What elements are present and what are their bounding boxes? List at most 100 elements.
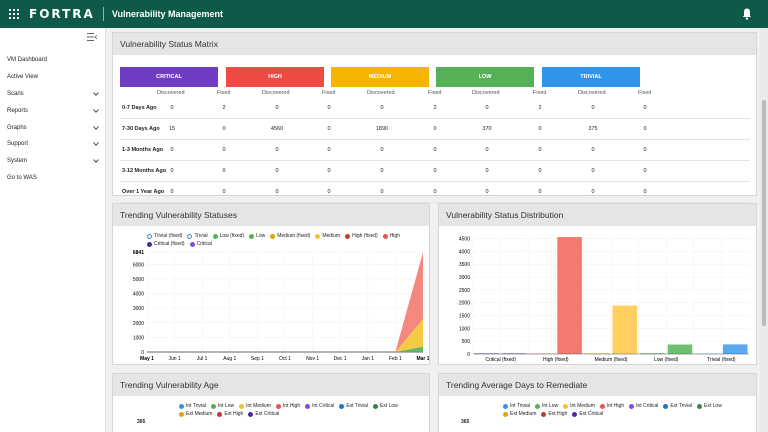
- legend-item[interactable]: Ext Critical: [572, 411, 603, 417]
- sidebar-item-scans[interactable]: Scans: [0, 86, 106, 103]
- bar-low-fixed-[interactable]: [640, 353, 665, 354]
- matrix-cell: 0: [222, 168, 226, 174]
- legend-item[interactable]: Ext High: [217, 411, 243, 417]
- bell-icon[interactable]: [742, 8, 752, 20]
- bar-medium-fixed-[interactable]: [584, 353, 610, 354]
- trending-panel-title: Trending Vulnerability Statuses: [113, 204, 429, 226]
- sidebar-item-graphs[interactable]: Graphs: [0, 119, 106, 136]
- apps-grid-icon[interactable]: [9, 9, 19, 19]
- legend-dot-icon: [503, 411, 508, 417]
- sidebar-item-active-view[interactable]: Active View: [0, 69, 106, 86]
- chevron-down-icon: [93, 125, 99, 130]
- y-tick-label: 3000: [133, 306, 144, 312]
- discovered-subheader: Discovered: [157, 90, 185, 96]
- legend-item[interactable]: Ext High: [541, 411, 567, 417]
- age-y-top-label: 365: [137, 419, 146, 425]
- matrix-cell: 0: [275, 168, 279, 174]
- legend-label: Int Trivial: [186, 403, 207, 409]
- legend-item[interactable]: Medium: [315, 233, 340, 239]
- sidebar-item-label: Support: [7, 141, 29, 148]
- page-scrollbar[interactable]: [760, 28, 768, 432]
- main-content: Vulnerability Status Matrix CRITICAL HIGH…: [107, 28, 768, 432]
- legend-item[interactable]: Trivial (fixed): [147, 233, 182, 239]
- legend-dot-icon: [629, 403, 635, 409]
- legend-item[interactable]: Int Critical: [629, 403, 658, 409]
- legend-item[interactable]: Int High: [275, 403, 300, 409]
- legend-item[interactable]: Critical: [189, 241, 212, 247]
- legend-item[interactable]: Int Low: [211, 403, 234, 409]
- legend-label: Int Low: [218, 403, 235, 409]
- bar-trivial[interactable]: [722, 344, 748, 354]
- severity-header-medium: MEDIUM: [331, 67, 429, 87]
- matrix-cell: 0: [538, 168, 542, 174]
- legend-label: Ext Trivial: [346, 403, 369, 409]
- legend-item[interactable]: Critical (fixed): [147, 241, 185, 247]
- age-legend: Int Trivial Int Low Int Medium Int High Int …: [179, 403, 399, 417]
- legend-label: Ext High: [548, 411, 568, 417]
- matrix-cell: 2: [222, 105, 226, 111]
- legend-dot-icon: [503, 403, 508, 409]
- matrix-cell: 0: [643, 147, 647, 153]
- legend-item[interactable]: Ext Medium: [179, 411, 212, 417]
- sidebar-item-reports[interactable]: Reports: [0, 102, 106, 119]
- matrix-cell: 0: [327, 147, 331, 153]
- scrollbar-thumb[interactable]: [762, 100, 766, 326]
- legend-item[interactable]: Int Critical: [305, 403, 334, 409]
- sidebar-item-go-to-was[interactable]: Go to WAS: [0, 170, 106, 187]
- y-tick-label: 3000: [459, 275, 470, 281]
- bar-medium[interactable]: [612, 305, 638, 354]
- brand-logo[interactable]: FORTRA: [29, 7, 95, 21]
- legend-item[interactable]: Int Trivial: [179, 403, 206, 409]
- legend-dot-icon: [187, 233, 193, 239]
- legend-item[interactable]: Int Trivial: [503, 403, 530, 409]
- bar-critical-fixed-[interactable]: [474, 353, 500, 354]
- trending-average-days-to-remediate-panel: Trending Average Days to Remediate Int T…: [438, 373, 757, 432]
- legend-item[interactable]: Ext Medium: [503, 411, 536, 417]
- y-tick-label: 2000: [459, 301, 470, 307]
- matrix-cell: 0: [380, 189, 384, 195]
- matrix-cell: 0: [170, 189, 174, 195]
- bar-low[interactable]: [667, 344, 693, 354]
- legend-item[interactable]: High (fixed): [345, 233, 378, 239]
- legend-dot-icon: [179, 411, 184, 417]
- matrix-cell: 0: [643, 105, 647, 111]
- legend-item[interactable]: High: [382, 233, 400, 239]
- severity-header-low: LOW: [436, 67, 534, 87]
- matrix-cell: 0: [485, 189, 489, 195]
- sidebar-item-system[interactable]: System: [0, 153, 106, 170]
- collapse-menu-icon[interactable]: [87, 33, 97, 41]
- legend-item[interactable]: Ext Low: [697, 403, 722, 409]
- legend-item[interactable]: Low (fixed): [212, 233, 245, 239]
- sidebar-item-support[interactable]: Support: [0, 136, 106, 153]
- matrix-cell: 0: [222, 126, 226, 132]
- sidebar-item-vm-dashboard[interactable]: VM Dashboard: [0, 52, 106, 69]
- legend-label: Int Low: [542, 403, 559, 409]
- legend-label: Int High: [606, 403, 625, 409]
- bar-high[interactable]: [557, 237, 582, 354]
- distribution-panel-title: Vulnerability Status Distribution: [439, 204, 756, 226]
- x-tick-label: Jun 1: [168, 356, 180, 362]
- y-tick-label: 4000: [133, 292, 144, 298]
- legend-item[interactable]: Int Medium: [563, 403, 595, 409]
- legend-label: Low (fixed): [219, 233, 245, 239]
- legend-item[interactable]: Ext Low: [373, 403, 398, 409]
- x-tick-label: Nov 1: [306, 356, 319, 362]
- legend-item[interactable]: Int High: [599, 403, 625, 409]
- matrix-cell: 0: [380, 168, 384, 174]
- matrix-row-label: 0-7 Days Ago: [122, 105, 157, 111]
- legend-item[interactable]: Int Low: [535, 403, 558, 409]
- legend-item[interactable]: Ext Critical: [248, 411, 279, 417]
- sidebar-item-label: Go to WAS: [7, 174, 37, 181]
- matrix-cell: 2: [433, 105, 437, 111]
- y-tick-label: 1000: [459, 326, 470, 332]
- sidebar-item-label: VM Dashboard: [7, 57, 48, 64]
- legend-label: Trivial: [194, 233, 208, 239]
- legend-item[interactable]: Int Medium: [239, 403, 271, 409]
- legend-item[interactable]: Low: [249, 233, 265, 239]
- legend-item[interactable]: Ext Trivial: [339, 403, 368, 409]
- legend-item[interactable]: Trivial: [187, 233, 208, 239]
- bar-critical[interactable]: [502, 353, 527, 354]
- legend-item[interactable]: Medium (fixed): [270, 233, 310, 239]
- legend-item[interactable]: Ext Trivial: [663, 403, 692, 409]
- matrix-row-label: Over 1 Year Ago: [122, 189, 165, 195]
